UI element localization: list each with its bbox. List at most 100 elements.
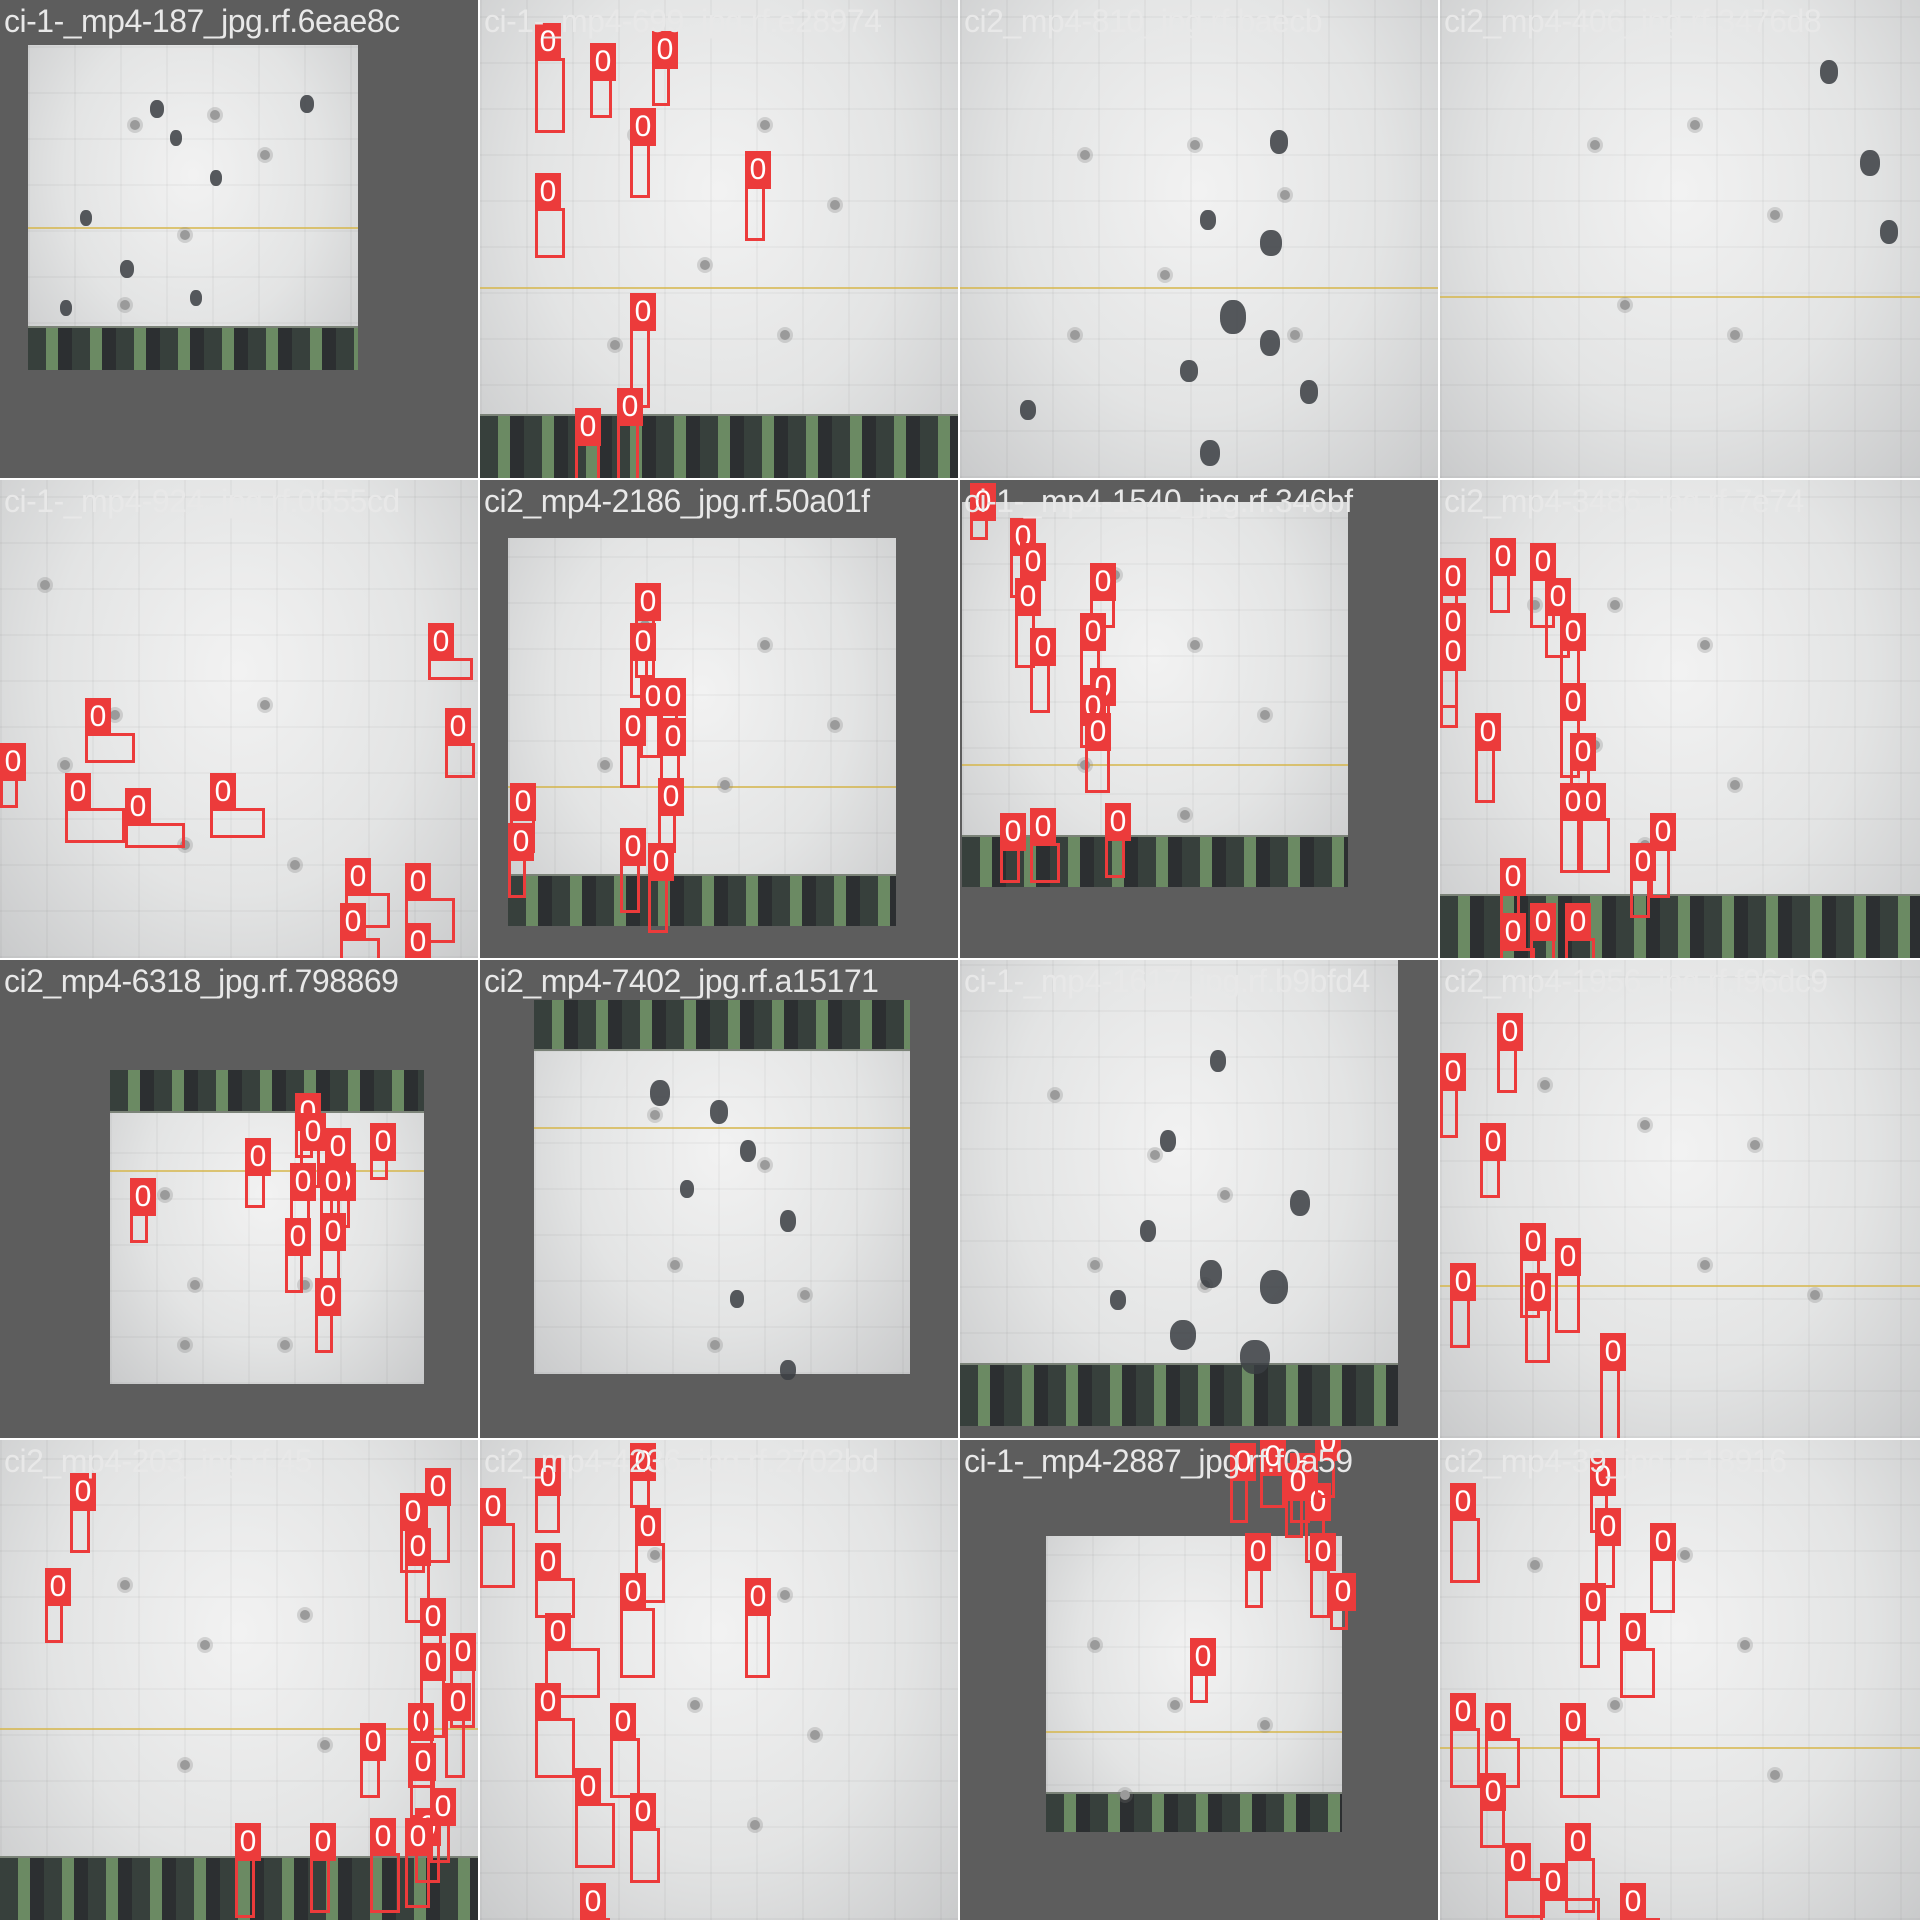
stanchion-post [830,200,840,210]
class-label: 0 [405,863,431,901]
stanchion-post [1610,600,1620,610]
person [1220,300,1246,334]
detection-box: 0 [1030,808,1060,883]
person [300,95,314,113]
detection-box: 0 [370,1818,400,1913]
tile-2: 0 0 0 0 0 0 0 0 0 ci-1-_mp4-699_jpg.rf.e28974 [480,0,958,478]
class-label: 0 [660,678,686,716]
person [1290,1190,1310,1216]
stanchion-post [280,1340,290,1350]
class-label: 0 [480,1488,506,1526]
person [740,1140,756,1162]
tile-filename: ci2_mp4-1956_jpg.rf.f96dc9 [1444,963,1828,999]
person [710,1100,728,1124]
class-label: 0 [1440,1053,1466,1091]
class-label: 0 [630,1793,656,1831]
class-label: 0 [545,1613,571,1651]
class-label: 0 [45,1568,71,1606]
person [780,1210,796,1232]
person [170,130,182,146]
person [190,290,202,306]
detection-box: 0 [1000,813,1026,883]
detection-box: 0 [210,773,265,838]
detection-box: 0 [1450,1263,1476,1348]
detection-box: 0 [630,1443,656,1508]
stanchion-post [1700,1260,1710,1270]
detection-box: 0 [1580,783,1610,873]
class-label: 0 [345,858,371,896]
stanchion-post [1160,270,1170,280]
detection-box: 0 [428,623,473,680]
class-label: 0 [1540,1863,1566,1901]
class-label: 0 [1570,733,1596,771]
stanchion-post [720,780,730,790]
stanchion-post [320,1740,330,1750]
class-label: 0 [340,903,366,941]
stanchion-post [1740,1640,1750,1650]
stanchion-post [710,1340,720,1350]
tile-filename: ci2_mp4-406_jpg.rf.3476d8 [1444,3,1822,39]
detection-box: 0 [420,1643,446,1738]
class-label: 0 [420,1643,446,1681]
class-label: 0 [648,843,674,881]
class-label: 0 [1230,1443,1256,1481]
class-label: 0 [320,1163,346,1201]
person [210,170,222,186]
class-label: 0 [1620,1883,1646,1920]
class-label: 0 [575,1768,601,1806]
stanchion-post [760,1160,770,1170]
tile-7: 0 0 0 0 0 0 0 0 0 0 0 0 0 ci-1-_mp4-1540_jpg.rf.346bf [960,480,1438,958]
class-label: 0 [535,1543,561,1581]
detection-box: 0 [620,828,646,913]
person [730,1290,744,1308]
detection-box: 0 [1620,1883,1660,1920]
detection-box: 0 [1565,1823,1595,1913]
person [1880,220,1898,244]
detection-box: 0 [290,1163,316,1238]
class-label: 0 [1580,1583,1606,1621]
detection-box: 0 [1080,613,1106,688]
detection-box: 0 [1497,1013,1523,1093]
class-label: 0 [1190,1638,1216,1676]
class-label: 0 [1000,813,1026,851]
detection-box: 0 [65,773,125,843]
class-label: 0 [325,1128,351,1166]
detection-box: 0 [1475,713,1501,803]
detection-box: 0 [340,903,380,958]
detection-box: 0 [1620,1613,1655,1698]
detection-box: 0 [405,1818,431,1908]
person [80,210,92,226]
class-label: 0 [1330,1573,1356,1611]
stanchion-post [1690,120,1700,130]
class-label: 0 [620,1573,646,1611]
class-label: 0 [617,388,643,426]
stanchion-post [810,1730,820,1740]
class-label: 0 [1560,783,1586,821]
class-label: 0 [310,1823,336,1861]
detection-box: 0 [630,293,656,408]
stanchion-post [1070,330,1080,340]
stanchion-post [650,1110,660,1120]
class-label: 0 [1525,1273,1551,1311]
stanchion-post [800,1290,810,1300]
stanchion-post [1260,710,1270,720]
detection-box: 0 [648,843,674,933]
class-label: 0 [1450,1693,1476,1731]
detection-box: 0 [640,678,666,758]
class-label: 0 [1560,1703,1586,1741]
tile-6: 0 0 0 0 0 0 0 0 0 0 0 ci2_mp4-2186_jpg.rf.50a01f [480,480,958,958]
class-label: 0 [1560,613,1586,651]
stanchion-post [1170,1700,1180,1710]
detection-box: 0 [590,43,616,118]
detection-box: 0 [1450,1693,1480,1788]
class-label: 0 [210,773,236,811]
detection-box: 0 [1030,628,1056,713]
class-label: 0 [1555,1238,1581,1276]
stanchion-post [40,580,50,590]
class-label: 0 [635,1508,661,1546]
detection-box: 0 [1560,613,1586,698]
stanchion-post [1700,640,1710,650]
detection-box: 0 [610,1703,640,1798]
tile-filename: ci-1-_mp4-1540_jpg.rf.346bf [964,483,1353,519]
